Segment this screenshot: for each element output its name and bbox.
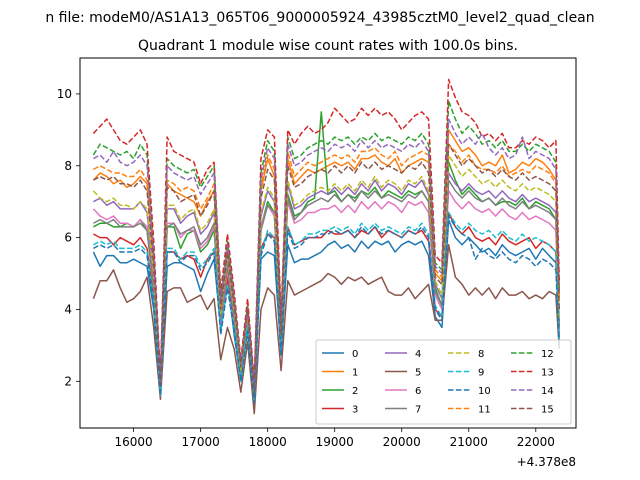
legend-entry-10: 10: [448, 386, 491, 397]
y-tick-label: 6: [64, 231, 72, 245]
series-line-12: [92, 100, 560, 386]
legend-entry-14: 14: [511, 386, 554, 397]
legend-label: 6: [415, 386, 421, 397]
legend-box: [315, 339, 572, 425]
y-tick-label: 4: [64, 302, 72, 316]
legend-label: 2: [352, 386, 358, 397]
chart-title: Quadrant 1 module wise count rates with …: [138, 38, 518, 54]
legend-entry-4: 4: [385, 349, 421, 360]
x-tick-label: 17000: [182, 435, 220, 449]
legend-label: 8: [478, 349, 484, 360]
series-line-13: [92, 78, 560, 383]
legend-entry-2: 2: [322, 386, 358, 397]
plot-area: [79, 57, 577, 429]
series-line-10: [93, 215, 560, 404]
legend-entry-8: 8: [448, 349, 484, 360]
x-axis-offset-label: +4.378e8: [517, 455, 576, 469]
legend-label: 12: [541, 349, 554, 360]
series-line-11: [93, 143, 560, 390]
legend-label: 13: [541, 368, 554, 379]
x-tick-label: 18000: [249, 435, 287, 449]
legend-entry-0: 0: [322, 349, 358, 360]
series-line-9: [93, 211, 560, 404]
legend-label: 5: [415, 368, 421, 379]
legend-label: 7: [415, 405, 421, 416]
series-line-15: [93, 143, 560, 393]
y-axis: 2 4 6 8 10: [57, 87, 80, 388]
series-line-7: [93, 179, 560, 401]
axes-frame: [79, 57, 577, 429]
legend-entry-11: 11: [448, 405, 491, 416]
legend-entry-3: 3: [322, 405, 358, 416]
x-tick-label: 22000: [517, 435, 555, 449]
legend-entry-6: 6: [385, 386, 421, 397]
series-line-1: [92, 129, 560, 390]
series-layer: [92, 78, 560, 415]
x-tick-label: 16000: [115, 435, 153, 449]
x-tick-label: 19000: [316, 435, 354, 449]
legend-label: 14: [541, 386, 554, 397]
legend-label: 11: [478, 405, 491, 416]
series-line-5: [92, 244, 560, 415]
legend-entry-15: 15: [511, 405, 554, 416]
legend-entry-5: 5: [385, 368, 421, 379]
legend-label: 10: [478, 386, 491, 397]
figure-suptitle: n file: modeM0/AS1A13_065T06_9000005924_…: [45, 10, 594, 26]
x-axis: 16000 17000 18000 19000 20000 21000 22000: [115, 428, 555, 449]
series-line-8: [92, 154, 560, 397]
x-tick-label: 21000: [450, 435, 488, 449]
legend-entry-1: 1: [322, 368, 358, 379]
legend-label: 4: [415, 349, 421, 360]
y-tick-label: 2: [64, 374, 72, 388]
legend-label: 15: [541, 405, 554, 416]
legend-entry-13: 13: [511, 368, 554, 379]
series-line-14: [93, 118, 560, 390]
legend-entry-7: 7: [385, 405, 421, 416]
x-tick-label: 20000: [383, 435, 421, 449]
series-line-6: [92, 190, 560, 401]
y-tick-label: 8: [64, 159, 72, 173]
legend-label: 0: [352, 349, 358, 360]
legend-label: 1: [352, 368, 358, 379]
legend-entry-12: 12: [511, 349, 554, 360]
legend-entry-9: 9: [448, 368, 484, 379]
y-tick-label: 10: [57, 87, 72, 101]
legend-label: 9: [478, 368, 484, 379]
series-line-4: [93, 172, 560, 397]
legend-label: 3: [352, 405, 358, 416]
